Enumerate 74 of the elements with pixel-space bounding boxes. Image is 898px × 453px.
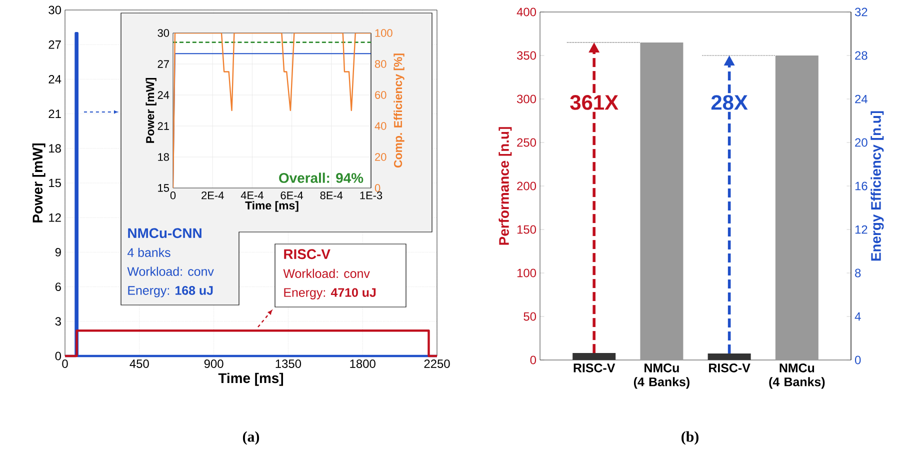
y-tick-label: 27 [48, 40, 61, 49]
text: (a) [242, 431, 260, 445]
y-tick-label: 12 [49, 213, 61, 222]
x-tick-label: 2250 [424, 360, 450, 368]
y-tick-label: 350 [516, 51, 536, 60]
y-tick-label: 100 [517, 268, 536, 278]
y2-tick-label: 100 [375, 29, 392, 37]
text: (b) [682, 431, 698, 445]
y-tick-label: 15 [49, 178, 61, 188]
y2-tick-label: 40 [374, 122, 386, 130]
y-axis-title: Power [mW] [32, 144, 46, 222]
y-tick-label: 250 [517, 138, 536, 147]
y-tick-label: 400 [516, 8, 536, 16]
y-tick-label: 30 [48, 6, 62, 14]
annotation: Energy: 168 uJ [128, 286, 213, 298]
x-tick-label: 1350 [276, 360, 302, 368]
text: NMCu-CNN [128, 228, 202, 238]
y-axis-title: Performance [n.u] [498, 127, 512, 245]
y-tick-label: 9 [55, 248, 61, 256]
x-tick-label: 2E-4 [202, 192, 224, 200]
x-tick-label: 4E-4 [240, 192, 264, 200]
y2-tick-label: 8 [855, 268, 861, 278]
y-tick-label: 30 [158, 29, 170, 37]
y2-tick-label: 20 [855, 138, 868, 147]
y2-tick-label: 20 [375, 153, 386, 161]
x-tick-label: RISC-V [709, 364, 750, 372]
annotation: 4 banks [127, 248, 170, 257]
y-tick-label: 21 [48, 110, 61, 118]
x-tick-label: 8E-4 [320, 192, 343, 200]
y2-tick-label: 12 [855, 225, 868, 234]
y2-tick-label: 4 [854, 312, 861, 321]
x-tick-label: 6E-4 [280, 192, 304, 200]
y-tick-label: 24 [158, 91, 170, 99]
y-tick-label: 200 [517, 182, 536, 190]
y2-tick-label: 24 [855, 94, 868, 104]
y2-axis-title: Comp. Efficiency [%] [394, 54, 404, 168]
x-tick-label: 0 [170, 192, 176, 200]
y-axis-title: Power [mW] [146, 78, 156, 143]
y-tick-label: 27 [158, 60, 169, 68]
y-tick-label: 18 [49, 144, 61, 153]
y2-tick-label: 80 [374, 60, 386, 68]
y2-axis-title: Energy Efficiency [n.u] [870, 111, 884, 261]
y2-tick-label: 0 [374, 184, 380, 192]
x-axis-title: Time [ms] [218, 372, 284, 386]
annotation: 361X [570, 95, 618, 110]
text: RISC-V [284, 249, 330, 260]
y2-tick-label: 28 [855, 51, 868, 60]
x-axis-title: Time [ms] [245, 201, 298, 212]
y-tick-label: 6 [55, 282, 61, 292]
annotation: 28X [711, 95, 748, 110]
y-tick-label: 24 [48, 75, 62, 84]
y-tick-label: 3 [55, 317, 61, 326]
y2-tick-label: 60 [375, 91, 386, 99]
annotation: Overall: 94% [279, 172, 364, 183]
annotation: Workload: conv [283, 268, 370, 278]
x-tick-label: 0 [62, 360, 68, 368]
y-tick-label: 50 [524, 312, 536, 321]
y-tick-label: 0 [55, 352, 62, 360]
x-tick-label: 1800 [350, 360, 376, 368]
x-tick-label: 1E-3 [360, 192, 382, 200]
y-tick-label: 18 [158, 153, 169, 161]
annotation: Energy: 4710 uJ [284, 288, 376, 300]
x-tick-label: RISC-V [574, 364, 616, 372]
y2-tick-label: 16 [855, 182, 868, 190]
y2-tick-label: 32 [854, 8, 868, 16]
x-tick-label: 900 [204, 360, 224, 368]
y-tick-label: 150 [517, 225, 536, 234]
y-tick-label: 15 [158, 184, 170, 192]
y-tick-label: 21 [158, 122, 169, 130]
x-tick-label: NMCu (4 Banks) [769, 364, 825, 389]
y-tick-label: 300 [516, 94, 536, 104]
annotation: Workload: conv [127, 266, 214, 276]
x-tick-label: NMCu (4 Banks) [634, 364, 690, 389]
x-tick-label: 450 [130, 360, 149, 368]
